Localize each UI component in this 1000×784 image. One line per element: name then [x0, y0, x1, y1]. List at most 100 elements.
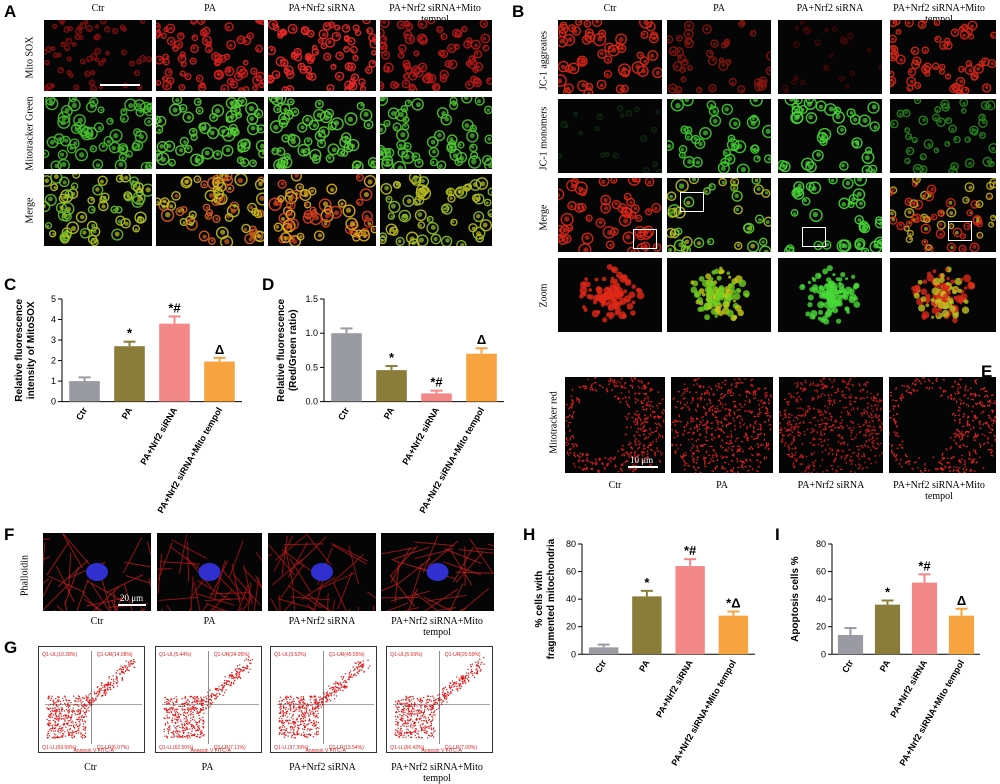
panel-b-zoom-ctr — [558, 258, 662, 332]
significance-mark: * — [127, 326, 133, 341]
category-label: PA+Nrf2 siRNA+Mito tempol — [897, 658, 966, 767]
y-axis-title: Apoptosis cells % — [790, 556, 801, 642]
panel-label-a: A — [4, 2, 16, 22]
panel-f-col-mito: PA+Nrf2 siRNA+Mito tempol — [376, 616, 498, 638]
flow-quadrant-label: Q1-UR(24.95%) — [214, 652, 250, 658]
flow-plot-mito: Q1-UL(5.69%)Q1-UR(20.59%)Q1-LL(66.43%)Q1… — [386, 646, 493, 753]
panel-e-col-nrf2: PA+Nrf2 siRNA — [779, 480, 883, 491]
bar — [376, 370, 407, 401]
panel-b-col-nrf2: PA+Nrf2 siRNA — [778, 3, 882, 14]
bar — [114, 346, 145, 401]
panel-a-merge-pa — [156, 174, 264, 246]
panel-a-green-ctr — [44, 97, 152, 169]
y-tick-label: 4 — [51, 315, 56, 325]
y-tick-label: 20 — [566, 622, 576, 632]
category-label: PA — [382, 405, 397, 421]
flow-quadrant-label: Q1-LL(37.39%) — [274, 745, 309, 751]
category-label: PA+Nrf2 siRNA — [654, 658, 695, 719]
panel-g-col-pa: PA — [155, 762, 260, 773]
panel-f-pa — [157, 533, 262, 611]
y-tick-label: 0 — [571, 649, 576, 659]
y-tick-label: 60 — [816, 567, 826, 577]
bar — [875, 605, 900, 655]
panel-a-col-ctr: Ctr — [44, 3, 152, 14]
flow-quadrant-label: Q1-UL(5.44%) — [159, 652, 192, 658]
category-label: Ctr — [593, 658, 608, 675]
zoom-box-ctr — [633, 229, 657, 249]
category-label: PA+Nrf2 siRNA — [888, 658, 929, 719]
panel-b-col-pa: PA — [667, 3, 771, 14]
panel-g-col-ctr: Ctr — [38, 762, 143, 773]
panel-e-pa — [671, 377, 773, 473]
y-tick-label: 0.0 — [305, 397, 318, 407]
panel-label-b: B — [512, 2, 524, 22]
category-label: Ctr — [840, 658, 855, 675]
panel-a-col-nrf2: PA+Nrf2 siRNA — [268, 3, 376, 14]
y-tick-label: 3 — [51, 335, 56, 345]
panel-a-mitosox-mito — [380, 20, 492, 91]
panel-f-col-nrf2: PA+Nrf2 siRNA — [268, 616, 376, 627]
bar — [421, 393, 452, 401]
flow-plot-ctr: Q1-UL(10.28%)Q1-UR(14.08%)Q1-LL(69.59%)Q… — [38, 646, 145, 753]
flow-x-axis-label: Annexin V FITC-A — [74, 748, 115, 752]
panel-b-agg-pa — [667, 20, 771, 94]
y-tick-label: 40 — [566, 594, 576, 604]
panel-b-zoom-mito — [890, 258, 996, 332]
flow-x-axis-label: Annexin V FITC-A — [191, 748, 232, 752]
panel-e-scale-text: 10 μm — [630, 455, 653, 465]
category-label: PA — [878, 658, 893, 674]
panel-a-col-pa: PA — [156, 3, 264, 14]
panel-a-merge-mito — [380, 174, 492, 246]
significance-mark: * — [644, 575, 650, 590]
panel-f-col-pa: PA — [157, 616, 262, 627]
category-label: Ctr — [74, 405, 89, 422]
significance-mark: * — [885, 585, 891, 600]
panel-e-nrf2 — [779, 377, 883, 473]
panel-b-agg-ctr — [558, 20, 662, 94]
significance-mark: Δ — [477, 332, 486, 347]
bar — [675, 566, 704, 654]
flow-quadrant-label: Q1-LL(69.59%) — [42, 745, 77, 751]
panel-b-mono-ctr — [558, 99, 662, 173]
panel-f-scale-bar — [118, 604, 146, 606]
panel-a-merge-ctr — [44, 174, 152, 246]
flow-quadrant-label: Q1-UR(45.55%) — [329, 652, 365, 658]
panel-f-row-label: Phalloidin — [20, 536, 31, 616]
y-axis-title: intensity of MitoSOX — [26, 301, 37, 399]
flow-x-axis-label: Annexin V FITC-A — [306, 748, 347, 752]
panel-b-mono-nrf2 — [778, 99, 882, 173]
panel-b-col-ctr: Ctr — [558, 3, 662, 14]
panel-b-merge-pa — [667, 178, 771, 252]
y-axis-title: Relative fluorescence — [276, 298, 287, 401]
panel-g-col-nrf2: PA+Nrf2 siRNA — [270, 762, 375, 773]
panel-g-col-mito: PA+Nrf2 siRNA+Mito tempol — [376, 762, 498, 784]
bar — [331, 333, 362, 401]
panel-e-row-label: Mitotracker red — [549, 363, 560, 483]
bar — [159, 324, 190, 402]
significance-mark: * — [389, 350, 395, 365]
panel-label-f: F — [4, 525, 14, 545]
y-tick-label: 1.5 — [305, 294, 318, 304]
panel-b-agg-nrf2 — [778, 20, 882, 94]
significance-mark: Δ — [957, 593, 966, 608]
y-tick-label: 1 — [51, 376, 56, 386]
flow-x-axis-label: Annexin V FITC-A — [422, 748, 463, 752]
significance-mark: *Δ — [726, 596, 740, 611]
flow-quadrant-label: Q1-UR(14.08%) — [97, 652, 133, 658]
panel-f-mito — [381, 533, 494, 611]
y-tick-label: 5 — [51, 294, 56, 304]
significance-mark: *# — [168, 300, 181, 315]
bar — [632, 596, 661, 654]
panel-label-g: G — [4, 638, 17, 658]
y-tick-label: 20 — [816, 622, 826, 632]
panel-a-row-merge: Merge — [25, 161, 36, 261]
bar — [204, 362, 235, 402]
y-tick-label: 80 — [816, 539, 826, 549]
bar — [589, 647, 618, 654]
y-axis-title: % cells with — [534, 571, 545, 628]
panel-a-green-pa — [156, 97, 264, 169]
panel-f-scale-text: 20 μm — [120, 593, 143, 603]
y-tick-label: 0 — [821, 649, 826, 659]
